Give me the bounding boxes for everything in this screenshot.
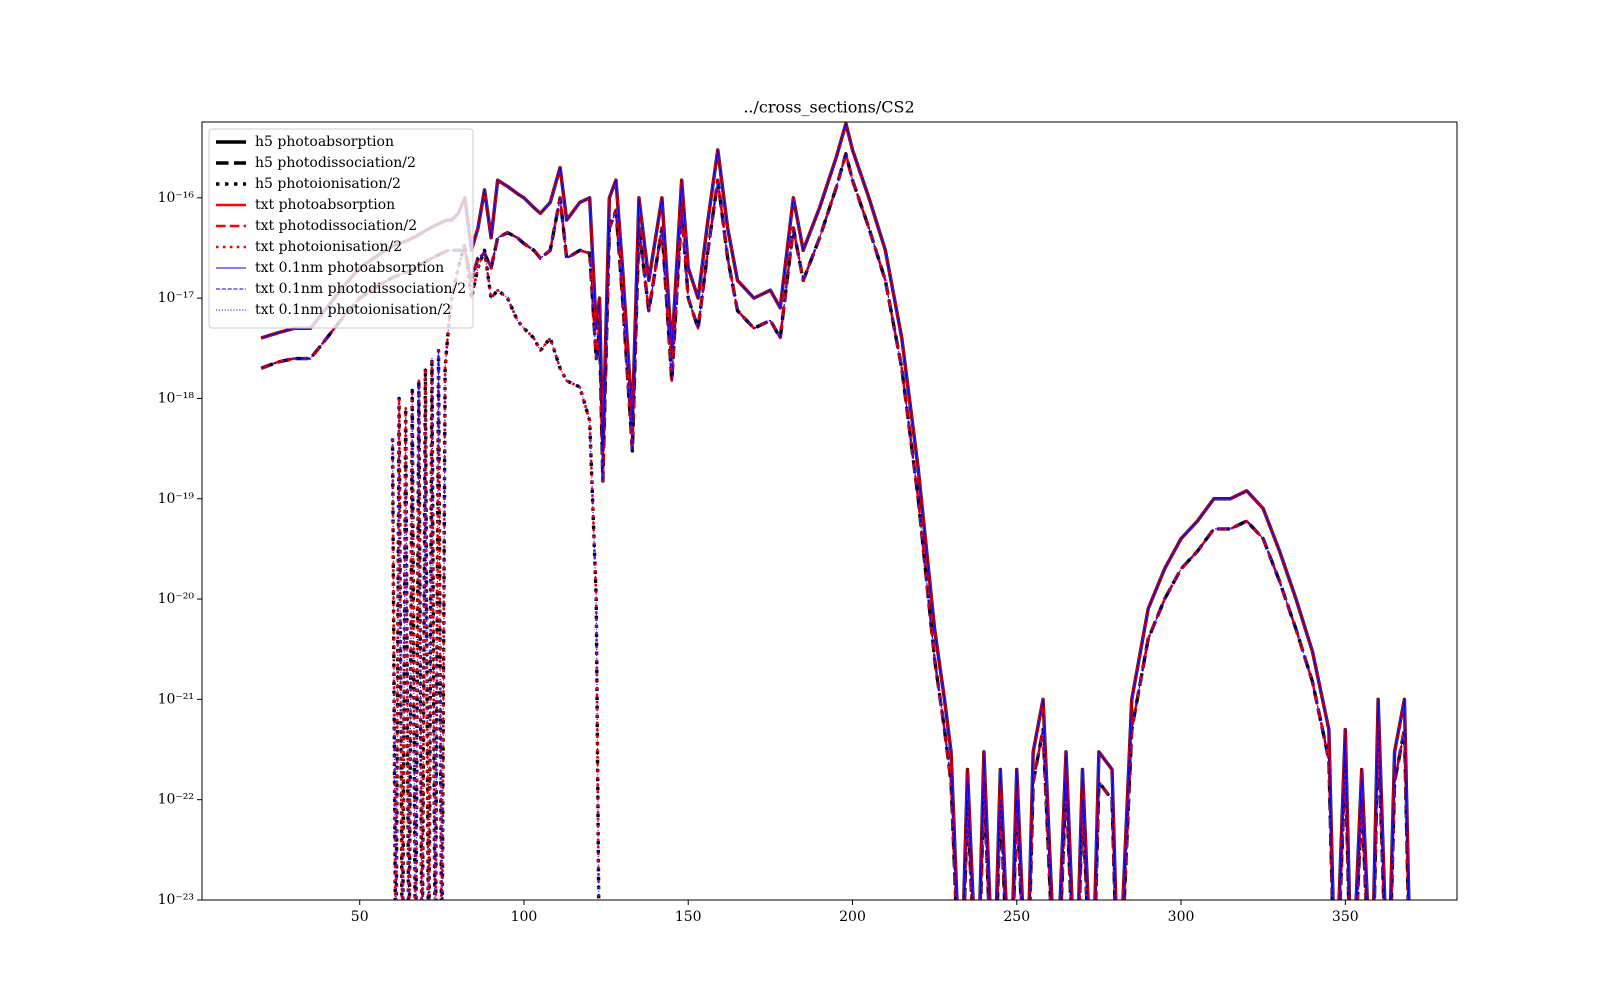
series-line — [392, 243, 600, 900]
y-tick-label: 10⁻²⁰ — [158, 591, 195, 607]
chart-title: ../cross_sections/CS2 — [743, 98, 914, 117]
x-tick-label: 100 — [511, 909, 538, 925]
x-tick-label: 350 — [1332, 909, 1359, 925]
legend-label: txt 0.1nm photoionisation/2 — [255, 302, 451, 318]
legend-label: h5 photoabsorption — [255, 134, 394, 150]
legend-label: txt 0.1nm photodissociation/2 — [255, 281, 466, 297]
y-tick-label: 10⁻²¹ — [158, 691, 194, 707]
legend-label: h5 photoionisation/2 — [255, 176, 401, 192]
legend-label: txt photodissociation/2 — [255, 218, 417, 234]
plot-frame — [201, 121, 1458, 901]
x-tick-label: 200 — [839, 909, 866, 925]
legend-label: h5 photodissociation/2 — [255, 155, 416, 171]
x-tick-label: 150 — [675, 909, 702, 925]
series-line — [391, 242, 601, 900]
y-tick-label: 10⁻¹⁶ — [158, 190, 195, 206]
y-tick-label: 10⁻²² — [158, 792, 194, 808]
y-tick-label: 10⁻¹⁹ — [158, 491, 195, 507]
legend-label: txt 0.1nm photoabsorption — [255, 260, 444, 276]
legend-label: txt photoabsorption — [255, 197, 395, 213]
x-tick-label: 250 — [1003, 909, 1030, 925]
legend: h5 photoabsorption h5 photodissociation/2… — [208, 128, 474, 329]
legend-label: txt photoionisation/2 — [255, 239, 402, 255]
x-tick-label: 300 — [1168, 909, 1195, 925]
y-tick-label: 10⁻¹⁸ — [158, 390, 195, 406]
y-tick-label: 10⁻¹⁷ — [158, 290, 195, 306]
y-tick-label: 10⁻²³ — [158, 892, 194, 908]
x-tick-label: 50 — [351, 909, 369, 925]
legend-box — [208, 128, 474, 329]
